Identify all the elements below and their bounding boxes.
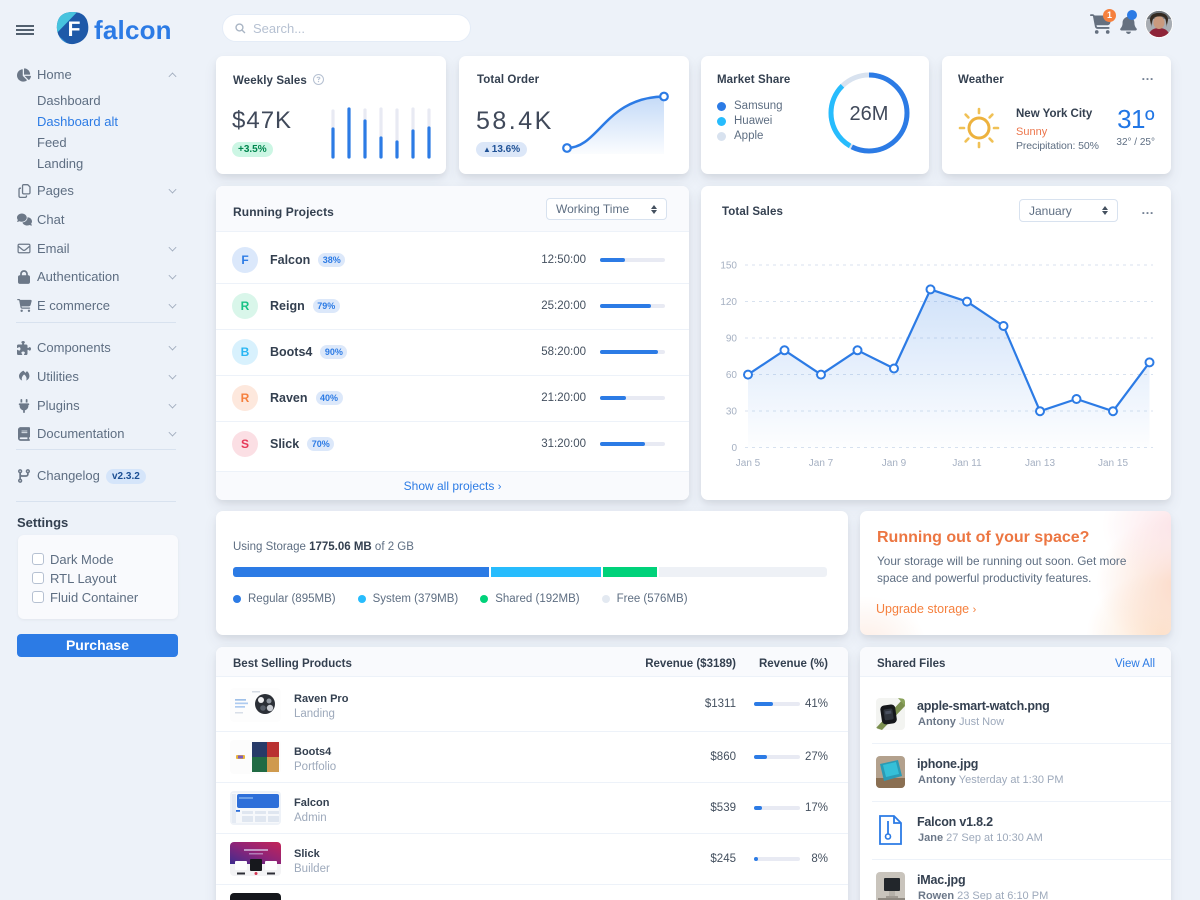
svg-text:90: 90 (726, 334, 738, 345)
svg-text:30: 30 (726, 407, 738, 418)
svg-text:Jan 15: Jan 15 (1098, 458, 1128, 469)
svg-text:Jan 9: Jan 9 (882, 458, 907, 469)
svg-text:Jan 7: Jan 7 (809, 458, 834, 469)
svg-text:Jan 5: Jan 5 (736, 458, 761, 469)
svg-text:26M: 26M (850, 103, 889, 125)
svg-text:Jan 13: Jan 13 (1025, 458, 1055, 469)
svg-text:150: 150 (720, 261, 737, 272)
svg-text:Jan 11: Jan 11 (952, 458, 982, 469)
svg-text:F: F (68, 18, 81, 41)
svg-text:120: 120 (720, 297, 737, 308)
svg-text:60: 60 (726, 370, 738, 381)
svg-text:0: 0 (731, 443, 737, 454)
